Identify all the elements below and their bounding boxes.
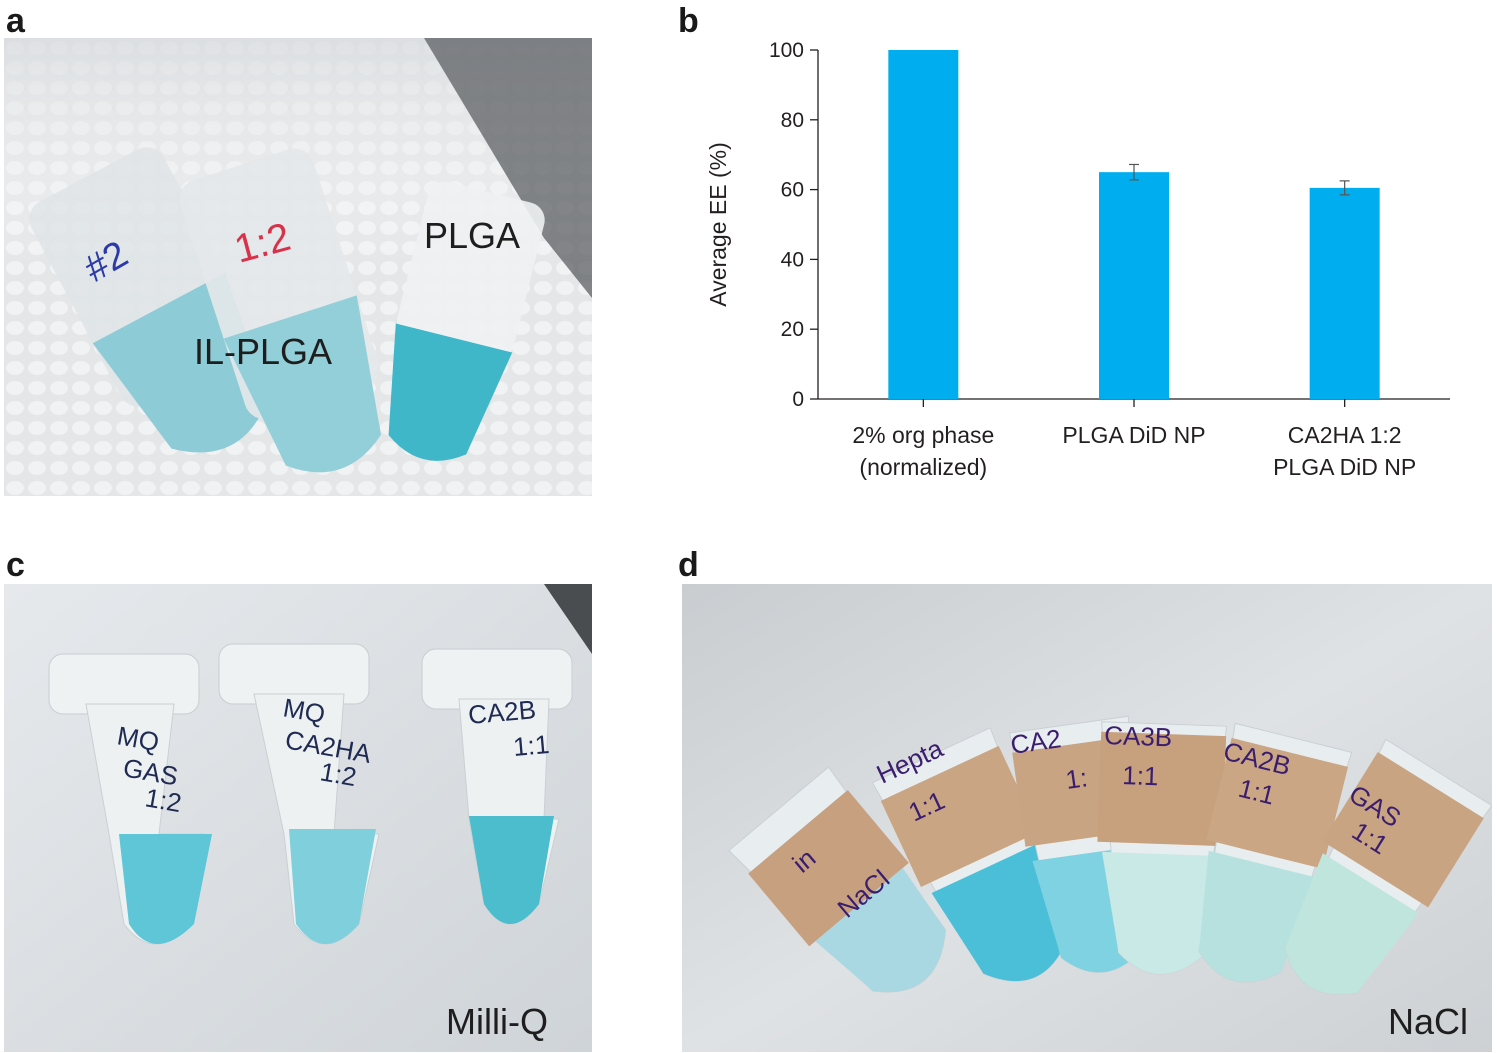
panel-letter-d: d [678, 546, 699, 584]
y-axis-label: Average EE (%) [705, 142, 731, 306]
chart-panel-b: 0 20 40 60 80 100 Average EE (%) 2% org phase (n… [705, 39, 1450, 480]
y-tick-label: 0 [792, 388, 804, 411]
panel-letter-a: a [6, 2, 25, 40]
x-tick-label: PLGA DiD NP [1062, 422, 1205, 448]
y-tick-label: 80 [781, 109, 804, 132]
tube-d-6 [1284, 738, 1492, 995]
tube-c-3 [421, 648, 573, 925]
tube-c-2-line-3: 1:2 [318, 756, 359, 792]
panel-letter-b: b [678, 2, 699, 40]
y-tick-label: 20 [781, 318, 804, 341]
tube-c-1-line-1: MQ [115, 720, 161, 757]
x-tick-label: 2% org phase (normalized) [852, 422, 994, 480]
bar [1099, 172, 1169, 399]
label-plga: PLGA [424, 215, 521, 256]
tube-d-5 [1198, 722, 1353, 983]
tube-c-1 [48, 653, 212, 945]
tube-d-4-line-2: 1:1 [1122, 760, 1159, 791]
bar [1309, 187, 1380, 399]
photo-d-tubes: in NaCl Hepta 1:1 CA2 1: CA3B 1:1 CA2B 1… [682, 584, 1492, 1052]
y-tick-label: 60 [781, 179, 804, 202]
tube-d-3-line-1: CA2 [1009, 723, 1063, 760]
y-tick-label: 100 [769, 39, 804, 62]
photo-panel-d: in NaCl Hepta 1:1 CA2 1: CA3B 1:1 CA2B 1… [682, 584, 1492, 1052]
label-nacl: NaCl [1388, 1001, 1469, 1042]
tube-d-1 [728, 766, 947, 993]
chart-axes: 0 20 40 60 80 100 Average EE (%) 2% org phase (n… [705, 39, 1450, 480]
chart-marks [888, 50, 1380, 399]
bar [888, 50, 959, 399]
tube-d-3-line-2: 1: [1064, 762, 1090, 795]
photo-panel-a: 1:2 #2 IL-PLGA PLGA [4, 38, 592, 496]
photo-a-tubes: 1:2 #2 [4, 38, 592, 496]
label-il-plga: IL-PLGA [194, 331, 333, 372]
tube-d-2 [871, 727, 1071, 982]
tube-c-3-line-2: 1:1 [512, 729, 551, 762]
tube-c-2 [218, 643, 380, 945]
x-tick-label: CA2HA 1:2 PLGA DiD NP [1273, 422, 1416, 480]
tube-c-3-line-1: CA2B [467, 694, 537, 730]
photo-panel-c: MQ GAS 1:2 MQ CA2HA 1:2 CA2B 1:1 Milli-Q [4, 584, 592, 1052]
y-tick-label: 40 [781, 248, 804, 271]
tube-c-1-line-3: 1:2 [143, 782, 184, 818]
panel-letter-c: c [6, 546, 25, 584]
photo-c-tubes: MQ GAS 1:2 MQ CA2HA 1:2 CA2B 1:1 [4, 584, 592, 1052]
tube-d-4-line-1: CA3B [1104, 720, 1173, 752]
tube-c-2-line-1: MQ [281, 692, 327, 729]
label-milli-q: Milli-Q [446, 1001, 548, 1042]
